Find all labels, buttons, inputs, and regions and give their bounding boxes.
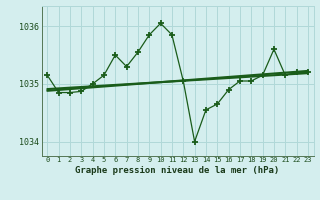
X-axis label: Graphe pression niveau de la mer (hPa): Graphe pression niveau de la mer (hPa) (76, 166, 280, 175)
